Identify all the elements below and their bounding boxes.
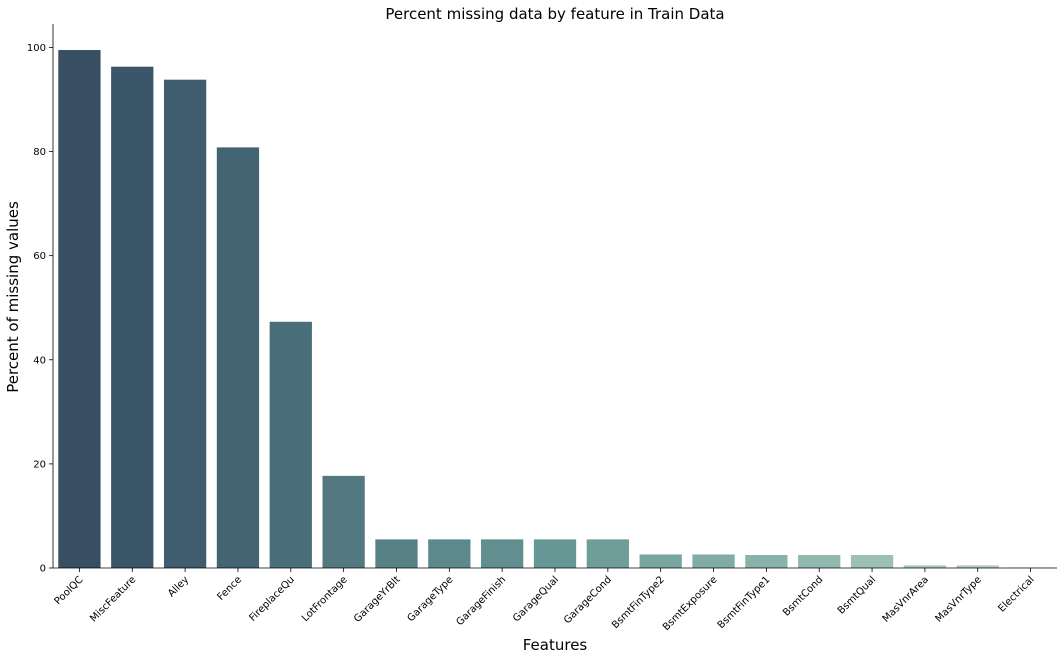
x-tick-label: GarageQual [511, 574, 561, 624]
x-tick-label: Alley [166, 574, 191, 599]
x-tick-label: BsmtExposure [661, 574, 720, 633]
y-tick-label: 0 [40, 564, 46, 575]
y-axis-title: Percent of missing values [4, 201, 22, 393]
y-axis: 0 20 40 60 80 100 [27, 24, 54, 575]
x-tick-label: Electrical [996, 574, 1036, 614]
bar-BsmtFinType1 [745, 554, 788, 568]
x-tick-label: BsmtFinType2 [610, 574, 667, 631]
y-tick-label: 60 [33, 251, 46, 262]
bar-BsmtCond [798, 554, 841, 568]
y-tick-label: 40 [33, 355, 46, 366]
x-tick-label: MiscFeature [88, 574, 138, 624]
x-tick-label: Fence [216, 574, 245, 603]
bar-BsmtQual [850, 554, 894, 568]
x-tick-label: MasVnrType [933, 574, 983, 624]
bars-group [58, 50, 1052, 569]
bar-GarageQual [533, 539, 577, 568]
bar-LotFrontage [322, 475, 365, 568]
bar-MasVnrArea [903, 565, 947, 568]
bar-GarageYrBlt [375, 539, 418, 568]
x-tick-label: MasVnrArea [881, 574, 931, 624]
bar-MasVnrType [956, 565, 999, 568]
x-axis-title: Features [523, 636, 588, 654]
x-tick-label: GarageType [406, 574, 456, 624]
bar-Alley [163, 79, 207, 568]
x-tick-label: FireplaceQu [247, 574, 296, 623]
bar-MiscFeature [111, 66, 154, 569]
bar-GarageCond [586, 539, 629, 568]
x-tick-label: BsmtQual [836, 574, 878, 616]
x-tick-label: LotFrontage [300, 574, 350, 624]
x-tick-label: GarageCond [562, 574, 614, 626]
x-tick-label: BsmtFinType1 [716, 574, 773, 631]
chart-title: Percent missing data by feature in Train… [385, 5, 724, 23]
y-tick-label: 80 [33, 147, 46, 158]
x-tick-label: GarageFinish [454, 574, 508, 628]
bar-PoolQC [58, 50, 101, 569]
x-tick-label: BsmtCond [781, 574, 825, 618]
x-tick-label: PoolQC [53, 574, 86, 607]
x-axis: PoolQC MiscFeature Alley Fence FireplaceQu Lo… [53, 567, 1057, 633]
bar-BsmtExposure [692, 554, 735, 568]
bar-BsmtFinType2 [639, 554, 682, 568]
bar-GarageType [428, 539, 471, 568]
bar-Fence [216, 147, 260, 568]
y-tick-label: 100 [27, 43, 46, 54]
bar-GarageFinish [481, 539, 524, 568]
x-tick-label: GarageYrBlt [352, 574, 403, 625]
y-tick-label: 20 [33, 459, 46, 470]
bar-FireplaceQu [269, 321, 312, 568]
